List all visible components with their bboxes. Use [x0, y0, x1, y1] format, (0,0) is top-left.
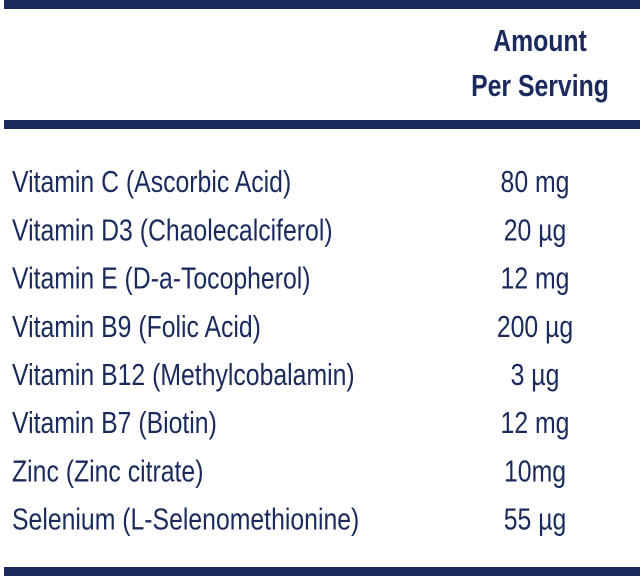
nutrient-name: Selenium (L-Selenomethionine): [12, 502, 359, 536]
row-amount: 12 mg: [501, 261, 570, 295]
row-amount: 3 µg: [511, 357, 560, 391]
amount: 10mg: [504, 454, 566, 488]
header-line: Amount: [493, 24, 587, 58]
top-rule: [4, 0, 640, 9]
nutrient-name: Vitamin E (D-a-Tocopherol): [12, 261, 311, 295]
amount: 3 µg: [511, 357, 560, 391]
row-amount: 80 mg: [501, 165, 570, 199]
row-amount: 200 µg: [497, 309, 573, 343]
row: Zinc (Zinc citrate): [12, 454, 203, 488]
row: Vitamin B7 (Biotin): [12, 406, 217, 440]
rows: Vitamin C (Ascorbic Acid) 80 mg Vitamin D3…: [12, 165, 573, 537]
amount: 200 µg: [497, 309, 573, 343]
header-rule: [4, 120, 640, 129]
row-amount: 55 µg: [504, 502, 567, 536]
row: Selenium (L-Selenomethionine): [12, 502, 359, 536]
amount: 55 µg: [504, 502, 567, 536]
nutrient-name: Vitamin C (Ascorbic Acid): [12, 165, 291, 199]
nutrient-name: Zinc (Zinc citrate): [12, 454, 203, 488]
row: Vitamin C (Ascorbic Acid): [12, 165, 291, 199]
bottom-rule: [4, 567, 640, 576]
amount: 12 mg: [501, 406, 570, 440]
row: Vitamin E (D-a-Tocopherol): [12, 261, 311, 295]
header-line: Per Serving: [471, 69, 609, 103]
nutrient-name: Vitamin B9 (Folic Acid): [12, 309, 261, 343]
row-amount: 12 mg: [501, 406, 570, 440]
row-amount: 20 µg: [504, 213, 567, 247]
row: Vitamin B12 (Methylcobalamin): [12, 357, 355, 391]
row: Vitamin D3 (Chaolecalciferol): [12, 213, 333, 247]
nutrient-name: Vitamin D3 (Chaolecalciferol): [12, 213, 333, 247]
nutrient-name: Vitamin B12 (Methylcobalamin): [12, 357, 355, 391]
row-amount: 10mg: [504, 454, 566, 488]
row: Vitamin B9 (Folic Acid): [12, 309, 261, 343]
amount: 12 mg: [501, 261, 570, 295]
nutrient-name: Vitamin B7 (Biotin): [12, 406, 217, 440]
amount: 20 µg: [504, 213, 567, 247]
amount: 80 mg: [501, 165, 570, 199]
